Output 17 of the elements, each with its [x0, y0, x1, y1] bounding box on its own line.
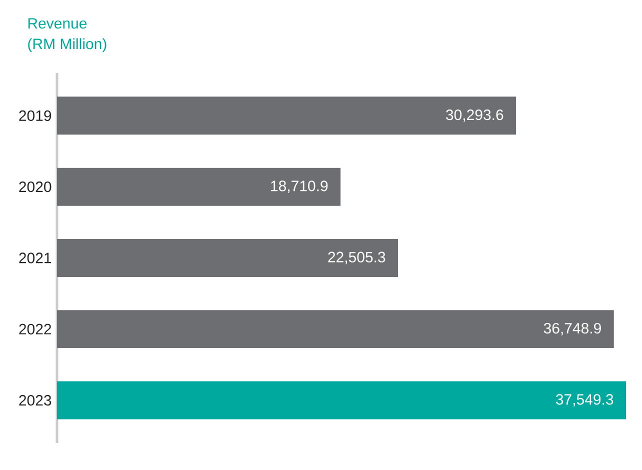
chart-title: Revenue: [28, 18, 87, 29]
y-tick-label: 2019: [19, 110, 52, 121]
bar: [57, 168, 341, 206]
y-tick-label: 2021: [19, 252, 52, 264]
bar: [57, 381, 626, 420]
data-label: 36,748.9: [544, 322, 601, 336]
data-label: 22,505.3: [328, 252, 386, 264]
bar: [57, 96, 516, 135]
y-tick-label: 2020: [19, 182, 52, 192]
y-tick-label: 2023: [19, 394, 52, 406]
chart-subtitle: (RM Million): [28, 38, 106, 52]
data-label: 37,549.3: [556, 394, 614, 406]
y-tick-label: 2022: [19, 324, 52, 334]
data-label: 18,710.9: [271, 180, 328, 194]
bar: [57, 310, 614, 348]
bar: [57, 238, 398, 277]
data-label: 30,293.6: [446, 109, 504, 122]
